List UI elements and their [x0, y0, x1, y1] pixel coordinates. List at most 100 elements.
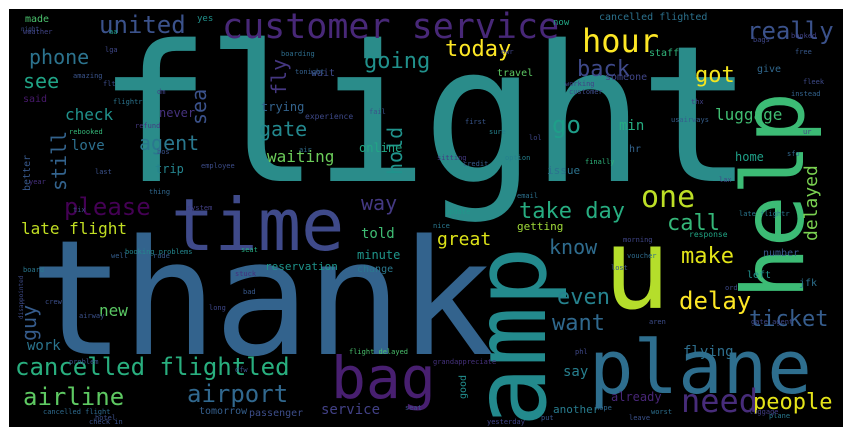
word: cancelled flight — [43, 408, 111, 416]
word: luggage — [749, 408, 779, 416]
word: refund — [135, 122, 161, 130]
word: lost — [611, 264, 628, 272]
word: ewr — [501, 48, 514, 56]
word: see — [23, 69, 60, 93]
word: go — [552, 111, 581, 139]
word: make — [681, 244, 734, 269]
word: lga — [105, 46, 118, 54]
word: number — [763, 248, 800, 259]
word: min — [619, 118, 645, 134]
word: option — [505, 154, 531, 162]
word: flight delayed — [349, 348, 409, 356]
word: yes — [197, 14, 214, 24]
word: sitting — [437, 154, 467, 162]
word: left — [747, 270, 772, 281]
word: phone — [29, 45, 90, 69]
word: amazing — [73, 72, 103, 80]
word: people — [753, 390, 833, 415]
word: thx — [691, 98, 704, 106]
word: work — [27, 338, 61, 354]
word: give — [757, 64, 782, 75]
word: voucher — [627, 252, 657, 260]
word: air — [299, 146, 312, 154]
word: flying — [683, 344, 734, 360]
word: tonight — [295, 68, 325, 76]
word: now — [553, 18, 570, 28]
word: tomorrow — [199, 406, 248, 417]
word: online — [359, 141, 403, 155]
word: change — [357, 264, 394, 275]
word: bag — [331, 344, 436, 412]
word: customer service — [222, 9, 560, 47]
word: fleek — [803, 78, 825, 86]
word: first — [465, 118, 487, 126]
word: know — [549, 235, 598, 259]
word: stuck — [235, 270, 257, 278]
word: dfw — [235, 366, 248, 374]
word: wait — [311, 68, 336, 79]
word: plane — [589, 325, 812, 411]
word: lax — [719, 176, 732, 184]
word: crew — [45, 298, 62, 306]
word: late flight — [21, 219, 127, 238]
word: told — [361, 226, 395, 242]
word: instead — [791, 90, 821, 98]
word: amp — [452, 246, 569, 427]
word: morning — [623, 236, 653, 244]
word: seat — [405, 404, 422, 412]
word: dm — [157, 88, 166, 96]
word: cancelled flightled — [15, 353, 290, 381]
word: delay — [679, 287, 752, 315]
word: travel — [497, 68, 534, 79]
word: thing — [149, 188, 171, 196]
word: trying — [261, 100, 305, 114]
word: luggage — [715, 105, 783, 124]
word: ur — [803, 128, 812, 136]
word: update — [445, 208, 471, 216]
word: board — [23, 266, 45, 274]
word: customer — [569, 88, 603, 96]
word: weather — [23, 28, 53, 36]
word: disappointed — [18, 275, 25, 319]
word: great — [437, 229, 492, 250]
word: waiting — [267, 147, 335, 166]
word: aa — [109, 28, 118, 36]
word: long — [209, 304, 226, 312]
word: put — [541, 414, 554, 422]
word: last — [95, 168, 112, 176]
word: please — [64, 193, 151, 221]
word: time — [171, 183, 345, 267]
word: free — [795, 48, 812, 56]
word: email — [517, 192, 539, 200]
word: never — [159, 106, 196, 120]
word: ord — [725, 284, 738, 292]
word: aren — [649, 318, 666, 326]
word: way — [361, 191, 398, 215]
word: rude — [153, 252, 170, 260]
word: fly — [267, 58, 291, 95]
word: another — [553, 403, 600, 416]
word: take day — [519, 199, 625, 224]
word: good — [458, 374, 469, 399]
word: seat — [241, 246, 258, 254]
word: booking problems — [125, 248, 193, 256]
word: want — [552, 311, 605, 336]
word: well — [111, 252, 128, 260]
word: getting — [517, 220, 564, 233]
word: service — [321, 402, 381, 418]
word: finally — [585, 158, 615, 166]
word: one — [641, 180, 696, 215]
word: plane — [769, 412, 791, 420]
word: agent — [139, 131, 200, 155]
word: hr — [629, 144, 642, 155]
word: gate — [259, 117, 308, 141]
word: night — [21, 26, 40, 33]
word: year — [29, 178, 46, 186]
word: back — [577, 57, 630, 82]
word: bos — [157, 148, 170, 156]
word: late flightr — [739, 210, 790, 218]
word: employee — [201, 162, 235, 170]
word: new — [99, 301, 128, 320]
word: phl — [575, 348, 588, 356]
word: love — [71, 138, 105, 154]
